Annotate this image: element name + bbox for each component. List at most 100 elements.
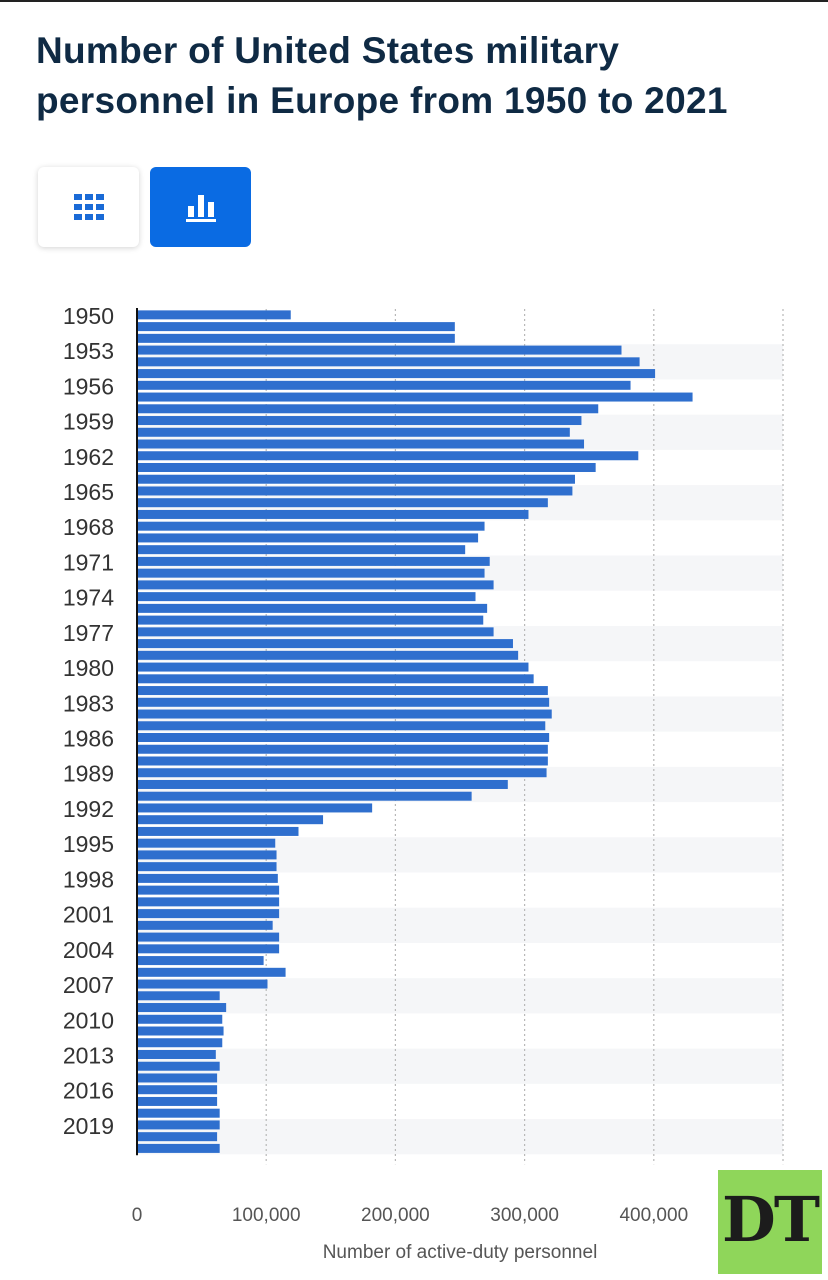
bar-2015 [137,1073,218,1083]
bar-1970 [137,545,466,555]
y-tick-label: 2016 [63,1078,114,1104]
bar-2002 [137,920,273,930]
y-tick-label: 1956 [63,373,114,399]
bar-2018 [137,1108,220,1118]
bar-2008 [137,991,220,1001]
bar-1981 [137,674,534,684]
watermark-text: DT [722,1183,820,1256]
bar-1963 [137,462,596,472]
bar-2009 [137,1003,227,1013]
bar-1985 [137,721,546,731]
bar-2007 [137,979,268,989]
bar-1993 [137,815,324,825]
bar-2013 [137,1049,216,1059]
bar-1974 [137,592,476,602]
y-tick-label: 1962 [63,444,114,470]
bar-1978 [137,639,513,649]
y-tick-label: 1986 [63,726,114,752]
bar-2003 [137,932,280,942]
x-axis-title: Number of active-duty personnel [323,1242,598,1263]
bar-2017 [137,1096,218,1106]
bar-1976 [137,615,484,625]
bar-1995 [137,838,276,848]
y-tick-label: 1953 [63,338,114,364]
bar-1954 [137,357,640,367]
bar-2014 [137,1061,220,1071]
bar-1959 [137,416,582,426]
bar-2012 [137,1038,223,1048]
background-band [137,1048,783,1084]
bar-1962 [137,451,639,461]
bar-1987 [137,744,548,754]
y-tick-label: 1968 [63,514,114,540]
bar-chart: 1950 1953 1956 1959 1962 1965 1968 1971 1974 1977… [63,303,818,1263]
y-tick-label: 1950 [63,303,114,329]
y-tick-label: 1977 [63,620,114,646]
x-tick-label: 200,000 [361,1205,430,1226]
bar-2006 [137,967,286,977]
bar-1953 [137,345,622,355]
x-tick-label: 400,000 [619,1205,688,1226]
bar-1991 [137,791,472,801]
bar-2021 [137,1143,220,1153]
background-band [137,1119,783,1155]
bar-1996 [137,850,277,860]
bar-2016 [137,1085,218,1095]
y-tick-label: 1989 [63,761,114,787]
bar-1997 [137,862,277,872]
bar-1986 [137,733,550,743]
bar-1967 [137,509,529,519]
bar-1984 [137,709,552,719]
bar-1960 [137,427,570,437]
y-tick-label: 2019 [63,1113,114,1139]
y-tick-label: 2010 [63,1007,114,1033]
bar-1969 [137,533,479,543]
x-tick-label: 300,000 [490,1205,559,1226]
bar-2011 [137,1026,224,1036]
bar-1983 [137,697,550,707]
bar-1980 [137,662,529,672]
y-tick-label: 1992 [63,796,114,822]
y-tick-label: 1995 [63,831,114,857]
bar-1992 [137,803,373,813]
bar-2020 [137,1132,218,1142]
bar-1956 [137,380,631,390]
y-tick-label: 2001 [63,902,114,928]
bar-2004 [137,944,280,954]
bar-1979 [137,650,519,660]
bar-1966 [137,498,548,508]
bar-1977 [137,627,494,637]
bar-1988 [137,756,548,766]
y-tick-label: 1971 [63,549,114,575]
bar-2019 [137,1120,220,1130]
table-grid-icon [73,194,104,220]
bar-1958 [137,404,599,414]
bar-1964 [137,474,575,484]
bar-1961 [137,439,585,449]
y-tick-label: 1974 [63,585,114,611]
y-tick-label: 2007 [63,972,114,998]
bar-1999 [137,885,280,895]
table-view-button[interactable] [38,167,139,247]
bar-1975 [137,603,488,613]
bar-2005 [137,956,264,966]
chart-view-button[interactable] [150,167,251,247]
y-tick-label: 1983 [63,690,114,716]
y-tick-label: 2013 [63,1042,114,1068]
bar-1951 [137,322,455,332]
bar-1952 [137,333,455,343]
bar-1955 [137,369,656,379]
watermark-logo: DT [718,1170,822,1274]
x-tick-label: 0 [132,1205,143,1226]
y-tick-label: 1959 [63,409,114,435]
bar-2001 [137,909,280,919]
y-tick-label: 2004 [63,937,114,963]
bar-2010 [137,1014,223,1024]
bar-chart-icon [185,195,216,222]
bar-2000 [137,897,280,907]
bar-1971 [137,556,490,566]
bar-1972 [137,568,485,578]
y-tick-label: 1980 [63,655,114,681]
bar-1982 [137,686,548,696]
bar-1989 [137,768,547,778]
